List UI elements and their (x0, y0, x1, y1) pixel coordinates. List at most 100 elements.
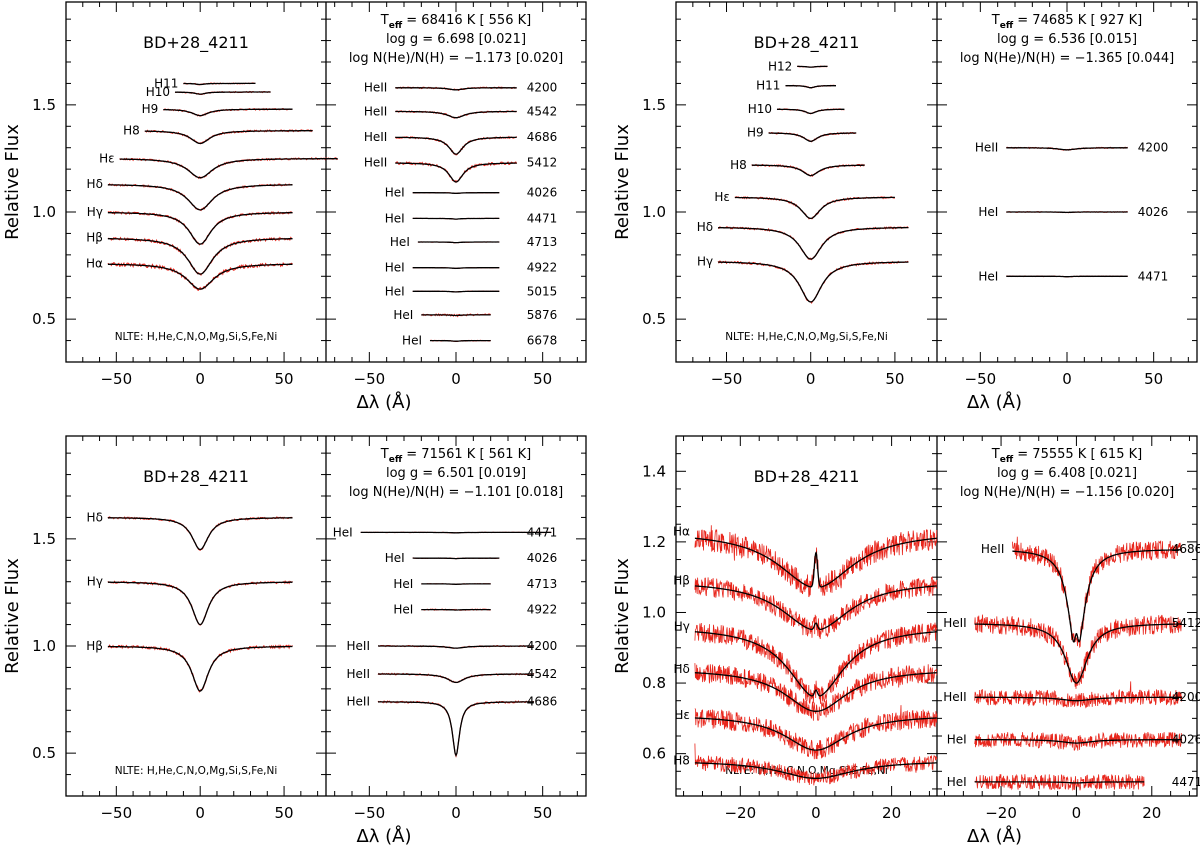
wavelength-label: 4200 (1172, 690, 1200, 704)
wavelength-label: 4026 (527, 551, 558, 565)
balmer-1-model-line (175, 92, 271, 94)
spectral-fit-figure: 0.51.01.5−50 0 50 −50 0 50Relative FluxΔλ (Å)… (0, 0, 1200, 845)
helium-6-model-line (418, 242, 499, 243)
x-tick-label: −20 (724, 804, 756, 822)
balmer-1-model-line (108, 582, 293, 624)
fit-parameter: log g = 6.501 [0.019] (386, 466, 526, 481)
fit-parameter: log N(He)/N(H) = −1.173 [0.020] (349, 51, 563, 66)
line-label: HeI (947, 775, 967, 789)
y-axis-label: Relative Flux (2, 558, 23, 674)
line-label: Hα (86, 256, 103, 270)
line-label: HeII (364, 156, 387, 170)
x-tick-label: 50 (275, 370, 294, 388)
line-label: HeI (402, 334, 422, 348)
wavelength-label: 4471 (527, 211, 558, 225)
wavelength-label: 4922 (527, 603, 558, 617)
fit-parameter: log N(He)/N(H) = −1.365 [0.044] (960, 51, 1174, 66)
x-tick-label: 50 (533, 370, 552, 388)
nlte-note: NLTE: H,He,C,N,O,Mg,Si,S,Fe,Ni (725, 331, 888, 343)
wavelength-label: 4026 (1138, 205, 1169, 219)
line-label: H10 (748, 102, 772, 116)
line-label: Hδ (674, 662, 690, 676)
balmer-1-observed-line (108, 581, 293, 625)
balmer-2-observed-line (695, 623, 937, 704)
x-tick-label: 50 (885, 370, 904, 388)
figure-panel-1: 0.51.01.5−50 0 50 −50 0 50Relative FluxΔλ (Å)… (2, 2, 586, 413)
helium-6-observed-line (378, 701, 534, 756)
line-label: H9 (747, 126, 764, 140)
line-label: HeI (390, 235, 410, 249)
helium-7-model-line (413, 268, 500, 269)
balmer-7-observed-line (718, 261, 908, 303)
x-tick-label: −20 (985, 804, 1017, 822)
balmer-2-model-line (108, 647, 293, 692)
balmer-1-model-line (786, 86, 837, 88)
wavelength-label: 6678 (527, 334, 558, 348)
line-label: HeI (947, 733, 967, 747)
fit-parameter: Teff = 71561 K [ 561 K] (380, 447, 531, 465)
line-label: HeI (333, 525, 353, 539)
balmer-7-observed-line (108, 238, 293, 276)
wavelength-label: 5015 (527, 284, 558, 298)
helium-9-model-line (421, 315, 490, 316)
line-label: Hγ (87, 575, 103, 589)
balmer-5-model-line (735, 197, 895, 218)
x-tick-label: 0 (811, 804, 821, 822)
fit-parameter: log g = 6.536 [0.015] (997, 32, 1137, 47)
x-tick-label: −50 (965, 370, 997, 388)
x-tick-label: −50 (711, 370, 743, 388)
helium-4-model-line (413, 193, 500, 194)
y-tick-label: 0.6 (642, 745, 666, 763)
line-label: HeI (385, 211, 405, 225)
x-tick-label: 0 (195, 804, 205, 822)
line-label: Hγ (87, 205, 103, 219)
x-tick-label: 0 (451, 804, 461, 822)
star-name: BD+28_4211 (143, 33, 249, 53)
wavelength-label: 4713 (527, 577, 558, 591)
line-label: Hε (674, 708, 690, 722)
balmer-6-observed-line (718, 227, 908, 260)
y-axis-label: Relative Flux (612, 124, 633, 240)
fit-parameter: Teff = 75555 K [ 615 K] (991, 447, 1142, 465)
star-name: BD+28_4211 (754, 33, 860, 53)
line-label: HeI (385, 551, 405, 565)
x-tick-label: 50 (1144, 370, 1163, 388)
balmer-5-observed-line (108, 184, 293, 211)
helium-4-model-line (378, 646, 534, 648)
nlte-note: NLTE: H,He,C,N,O,Mg,Si,S,Fe,Ni (115, 331, 278, 343)
x-tick-label: 50 (533, 804, 552, 822)
line-label: Hε (99, 151, 115, 165)
wavelength-label: 4200 (527, 81, 558, 95)
line-label: HeI (393, 308, 413, 322)
y-tick-label: 0.8 (642, 674, 666, 692)
line-label: HeII (943, 690, 966, 704)
y-tick-label: 0.5 (32, 310, 56, 328)
x-tick-label: −50 (354, 804, 386, 822)
line-label: H8 (123, 124, 140, 138)
balmer-0-observed-line (108, 517, 293, 550)
line-label: HeI (393, 577, 413, 591)
balmer-0-model-line (797, 66, 827, 67)
wavelength-label: 4471 (527, 525, 558, 539)
line-label: HeII (981, 542, 1004, 556)
fit-parameter: log g = 6.408 [0.021] (997, 466, 1137, 481)
line-label: HeII (347, 639, 370, 653)
y-tick-label: 1.0 (642, 203, 666, 221)
line-label: Hδ (87, 510, 103, 524)
wavelength-label: 4922 (527, 261, 558, 275)
wavelength-label: 4200 (1138, 141, 1169, 155)
figure-panel-2: 0.51.01.5−50 0 50 −50 0 50Relative FluxΔλ (Å)… (612, 2, 1197, 413)
nlte-note: NLTE: H,He,C,N,O,Mg,Si,S,Fe,Ni (115, 765, 278, 777)
balmer-5-model-line (108, 185, 293, 210)
wavelength-label: 4471 (1172, 775, 1200, 789)
balmer-8-observed-line (108, 263, 293, 291)
x-tick-label: 20 (882, 804, 901, 822)
line-label: H11 (756, 79, 780, 93)
wavelength-label: 4542 (527, 667, 558, 681)
balmer-0-model-line (108, 518, 293, 550)
wavelength-label: 4542 (527, 104, 558, 118)
helium-10-model-line (430, 341, 491, 342)
helium-5-model-line (378, 674, 534, 682)
line-label: HeI (978, 205, 998, 219)
balmer-3-model-line (145, 131, 313, 144)
